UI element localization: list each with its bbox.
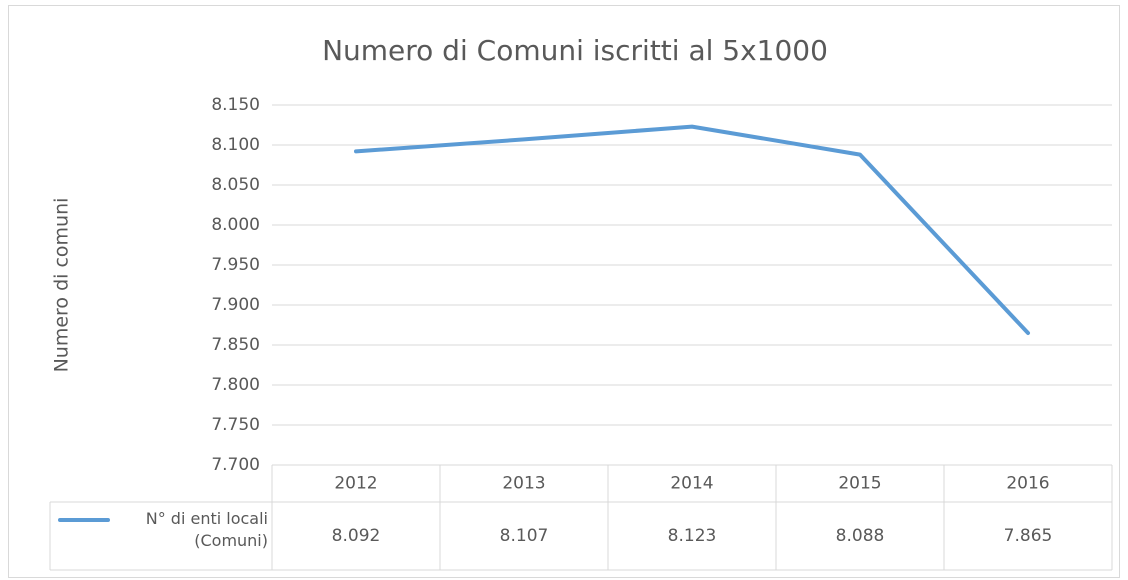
chart-border (8, 5, 1120, 578)
x-tick-label: 2016 (1006, 474, 1049, 494)
y-tick-label: 7.950 (211, 255, 260, 275)
data-table-value: 8.107 (500, 526, 549, 546)
y-tick-label: 7.750 (211, 415, 260, 435)
y-axis-label: Numero di comuni (51, 198, 73, 373)
data-table-value: 8.123 (668, 526, 717, 546)
series-line (354, 124, 1030, 335)
y-tick-label: 7.900 (211, 295, 260, 315)
y-tick-label: 8.100 (211, 135, 260, 155)
legend-entry: N° di enti locali (Comuni) (145, 509, 268, 550)
legend-label: N° di enti locali (Comuni) (145, 509, 268, 550)
y-tick-label: 7.800 (211, 375, 260, 395)
x-tick-label: 2013 (502, 474, 545, 494)
x-tick-label: 2012 (334, 474, 377, 494)
y-tick-label: 8.150 (211, 95, 260, 115)
data-table-value: 7.865 (1004, 526, 1053, 546)
data-table-value: 8.092 (332, 526, 381, 546)
x-tick-label: 2015 (838, 474, 881, 494)
y-tick-label: 7.850 (211, 335, 260, 355)
data-table-value: 8.088 (836, 526, 885, 546)
x-tick-label: 2014 (670, 474, 713, 494)
y-tick-label: 8.000 (211, 215, 260, 235)
y-tick-label: 7.700 (211, 455, 260, 475)
chart-title: Numero di Comuni iscritti al 5x1000 (322, 34, 828, 67)
y-tick-label: 8.050 (211, 175, 260, 195)
